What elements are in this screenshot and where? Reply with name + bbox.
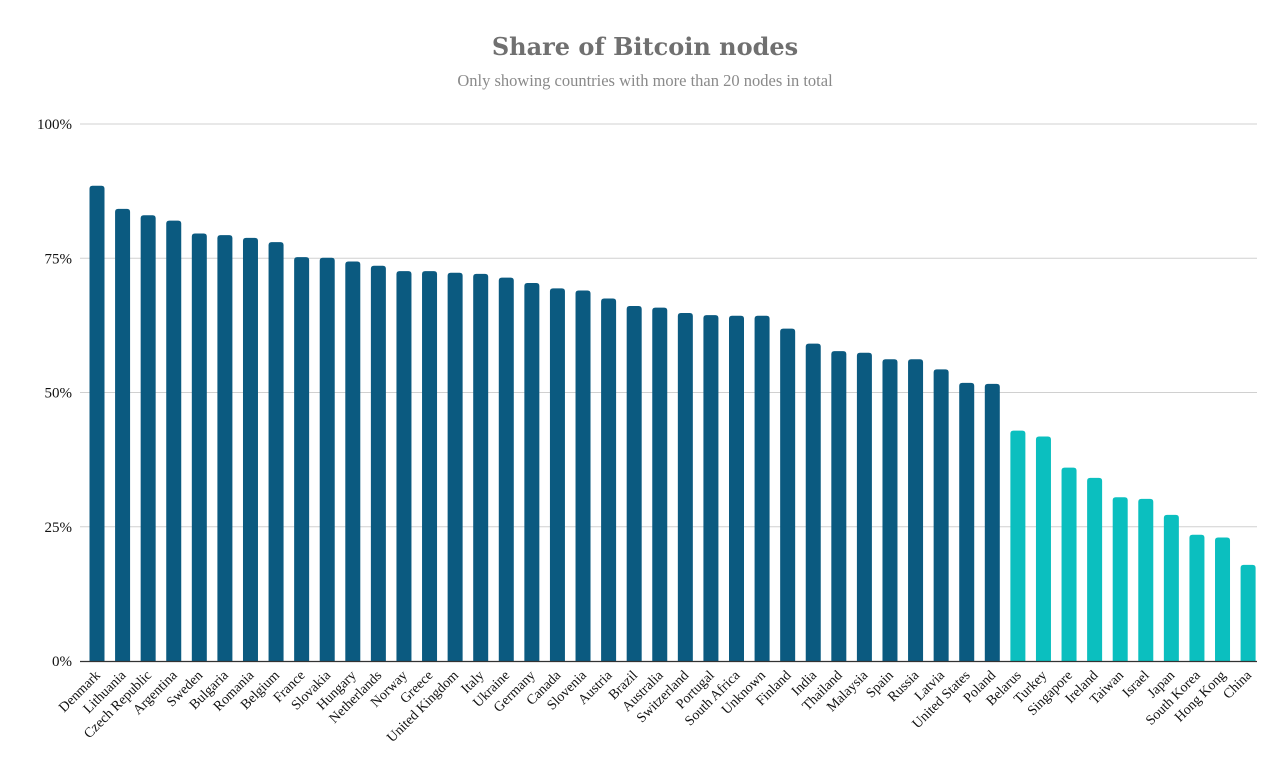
bar xyxy=(294,257,310,661)
bar xyxy=(856,352,872,661)
bar xyxy=(626,306,642,661)
y-tick-label: 25% xyxy=(45,520,73,536)
bar xyxy=(1138,498,1154,661)
bar xyxy=(447,272,463,661)
bar xyxy=(882,359,898,661)
bar xyxy=(1010,430,1026,661)
bar xyxy=(524,282,540,661)
x-tick-label: Israel xyxy=(1120,668,1153,701)
bars xyxy=(89,185,1256,662)
bar xyxy=(1087,477,1103,661)
chart-subtitle: Only showing countries with more than 20… xyxy=(457,71,833,90)
bar xyxy=(575,290,591,661)
bar xyxy=(473,273,489,661)
bar xyxy=(703,315,719,661)
bar xyxy=(780,328,796,661)
bar xyxy=(652,307,668,661)
bar xyxy=(677,313,693,661)
bar xyxy=(498,277,514,661)
bar xyxy=(729,315,744,661)
bar xyxy=(140,215,156,662)
bar xyxy=(370,265,386,661)
y-tick-label: 100% xyxy=(37,117,72,133)
bar xyxy=(396,271,412,661)
bar xyxy=(345,261,361,661)
bar xyxy=(1240,564,1256,661)
bar xyxy=(422,271,438,661)
y-axis-ticks: 0% 25% 50% 75% 100% xyxy=(37,117,72,670)
bar xyxy=(959,382,975,661)
y-tick-label: 75% xyxy=(45,251,73,267)
bar xyxy=(115,208,131,661)
bar xyxy=(1215,537,1231,661)
bar xyxy=(601,298,617,661)
bar xyxy=(191,233,207,661)
bar xyxy=(268,242,284,661)
bar xyxy=(319,257,335,661)
bar xyxy=(1112,497,1128,661)
bar xyxy=(89,185,105,661)
bar xyxy=(984,383,1000,661)
chart-title: Share of Bitcoin nodes xyxy=(492,32,798,61)
bar xyxy=(242,237,258,661)
bar xyxy=(1035,436,1051,661)
bar xyxy=(1189,534,1205,661)
y-tick-label: 50% xyxy=(45,386,73,402)
bar xyxy=(805,343,821,661)
bar xyxy=(754,315,770,661)
bar xyxy=(831,351,847,661)
bar xyxy=(549,288,565,661)
bar xyxy=(1061,467,1077,661)
y-tick-label: 0% xyxy=(52,654,72,670)
bar xyxy=(908,359,924,661)
bar xyxy=(933,369,949,661)
bar xyxy=(217,235,233,661)
bar xyxy=(1163,514,1179,661)
bar xyxy=(166,220,182,661)
x-tick-label: China xyxy=(1221,668,1256,703)
